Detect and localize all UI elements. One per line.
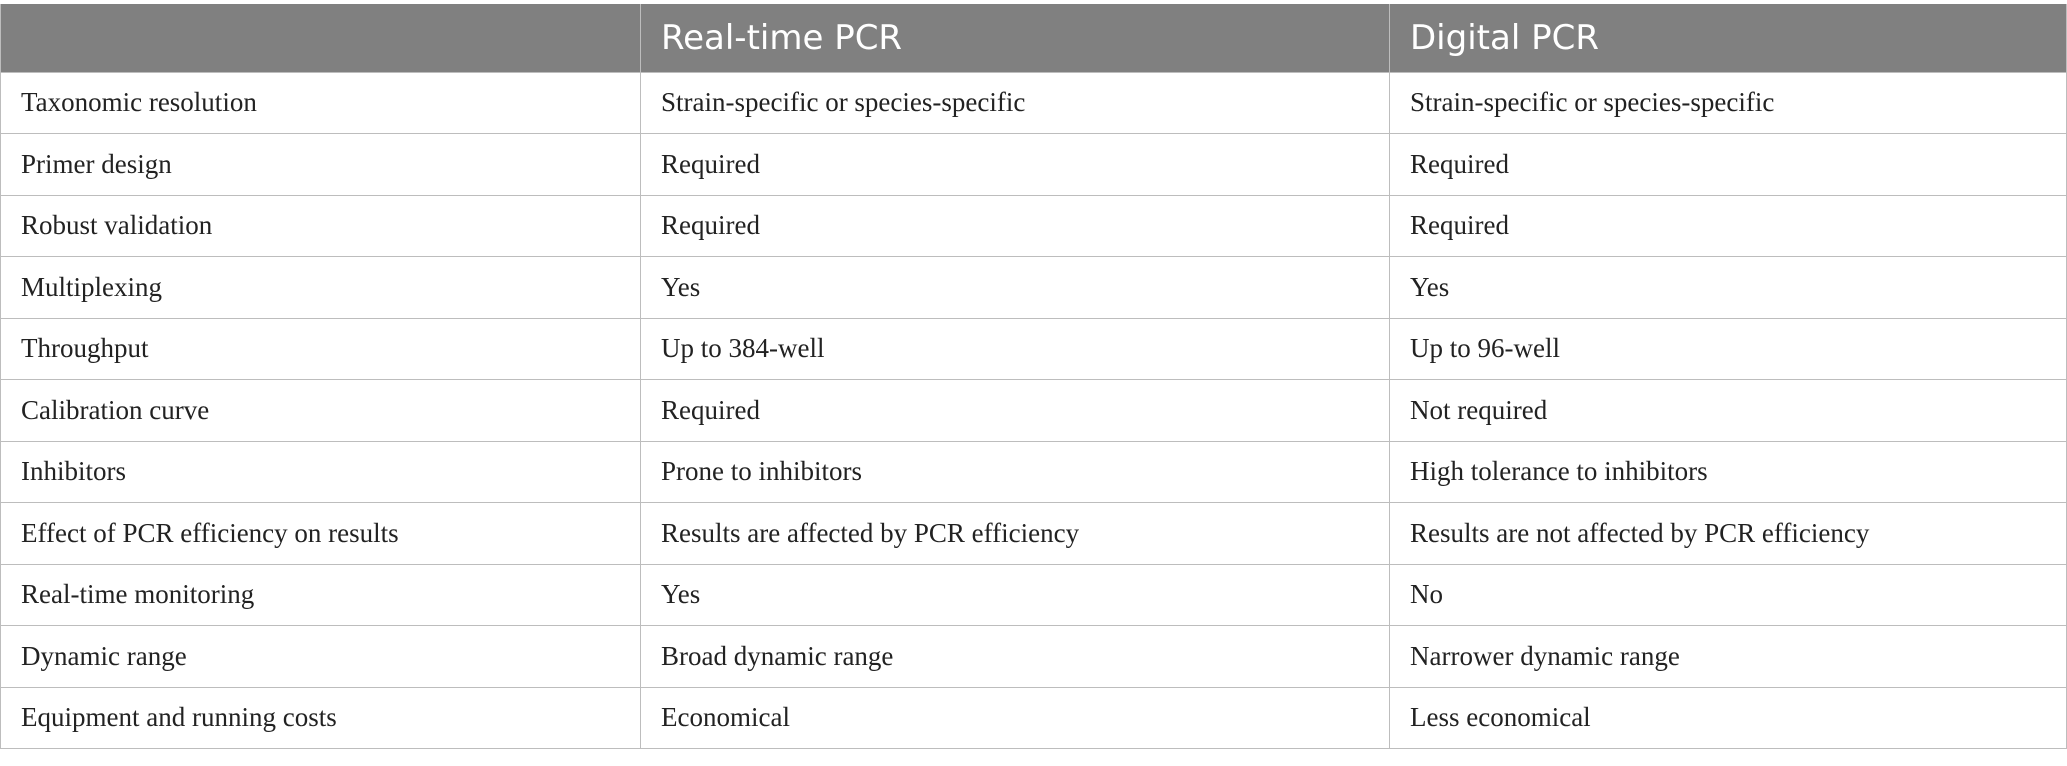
digital-pcr-cell: Up to 96-well — [1389, 317, 2067, 380]
realtime-pcr-cell: Yes — [640, 256, 1390, 319]
table-row: Taxonomic resolution Strain-specific or … — [0, 71, 2067, 134]
table-row: Throughput Up to 384-well Up to 96-well — [0, 317, 2067, 380]
realtime-pcr-cell: Required — [640, 133, 1390, 196]
comparison-table-container: Real-time PCR Digital PCR Taxonomic reso… — [0, 4, 2067, 749]
realtime-pcr-cell: Broad dynamic range — [640, 625, 1390, 688]
realtime-pcr-cell: Economical — [640, 686, 1390, 749]
comparison-table: Real-time PCR Digital PCR Taxonomic reso… — [0, 4, 2067, 749]
digital-pcr-cell: High tolerance to inhibitors — [1389, 440, 2067, 503]
table-row: Robust validation Required Required — [0, 194, 2067, 257]
table-row: Real-time monitoring Yes No — [0, 563, 2067, 626]
realtime-pcr-cell: Strain-specific or species-specific — [640, 71, 1390, 134]
realtime-pcr-cell: Results are affected by PCR efficiency — [640, 502, 1390, 565]
table-row: Effect of PCR efficiency on results Resu… — [0, 502, 2067, 565]
row-label: Calibration curve — [0, 379, 641, 442]
header-cell-realtime-pcr: Real-time PCR — [640, 4, 1390, 72]
realtime-pcr-cell: Yes — [640, 563, 1390, 626]
digital-pcr-cell: Results are not affected by PCR efficien… — [1389, 502, 2067, 565]
digital-pcr-cell: Yes — [1389, 256, 2067, 319]
table-row: Primer design Required Required — [0, 133, 2067, 196]
realtime-pcr-cell: Required — [640, 379, 1390, 442]
header-cell-digital-pcr: Digital PCR — [1389, 4, 2067, 72]
digital-pcr-cell: Less economical — [1389, 686, 2067, 749]
table-row: Equipment and running costs Economical L… — [0, 686, 2067, 749]
realtime-pcr-cell: Required — [640, 194, 1390, 257]
digital-pcr-cell: Required — [1389, 133, 2067, 196]
row-label: Real-time monitoring — [0, 563, 641, 626]
realtime-pcr-cell: Up to 384-well — [640, 317, 1390, 380]
row-label: Equipment and running costs — [0, 686, 641, 749]
table-header: Real-time PCR Digital PCR — [0, 4, 2067, 72]
row-label: Inhibitors — [0, 440, 641, 503]
digital-pcr-cell: No — [1389, 563, 2067, 626]
header-cell-feature — [0, 4, 641, 72]
table-row: Inhibitors Prone to inhibitors High tole… — [0, 440, 2067, 503]
table-body: Taxonomic resolution Strain-specific or … — [0, 71, 2067, 749]
header-row: Real-time PCR Digital PCR — [0, 4, 2067, 72]
digital-pcr-cell: Required — [1389, 194, 2067, 257]
row-label: Dynamic range — [0, 625, 641, 688]
digital-pcr-cell: Not required — [1389, 379, 2067, 442]
row-label: Throughput — [0, 317, 641, 380]
digital-pcr-cell: Strain-specific or species-specific — [1389, 71, 2067, 134]
realtime-pcr-cell: Prone to inhibitors — [640, 440, 1390, 503]
row-label: Taxonomic resolution — [0, 71, 641, 134]
row-label: Primer design — [0, 133, 641, 196]
row-label: Effect of PCR efficiency on results — [0, 502, 641, 565]
table-row: Multiplexing Yes Yes — [0, 256, 2067, 319]
table-row: Calibration curve Required Not required — [0, 379, 2067, 442]
digital-pcr-cell: Narrower dynamic range — [1389, 625, 2067, 688]
row-label: Multiplexing — [0, 256, 641, 319]
row-label: Robust validation — [0, 194, 641, 257]
table-row: Dynamic range Broad dynamic range Narrow… — [0, 625, 2067, 688]
